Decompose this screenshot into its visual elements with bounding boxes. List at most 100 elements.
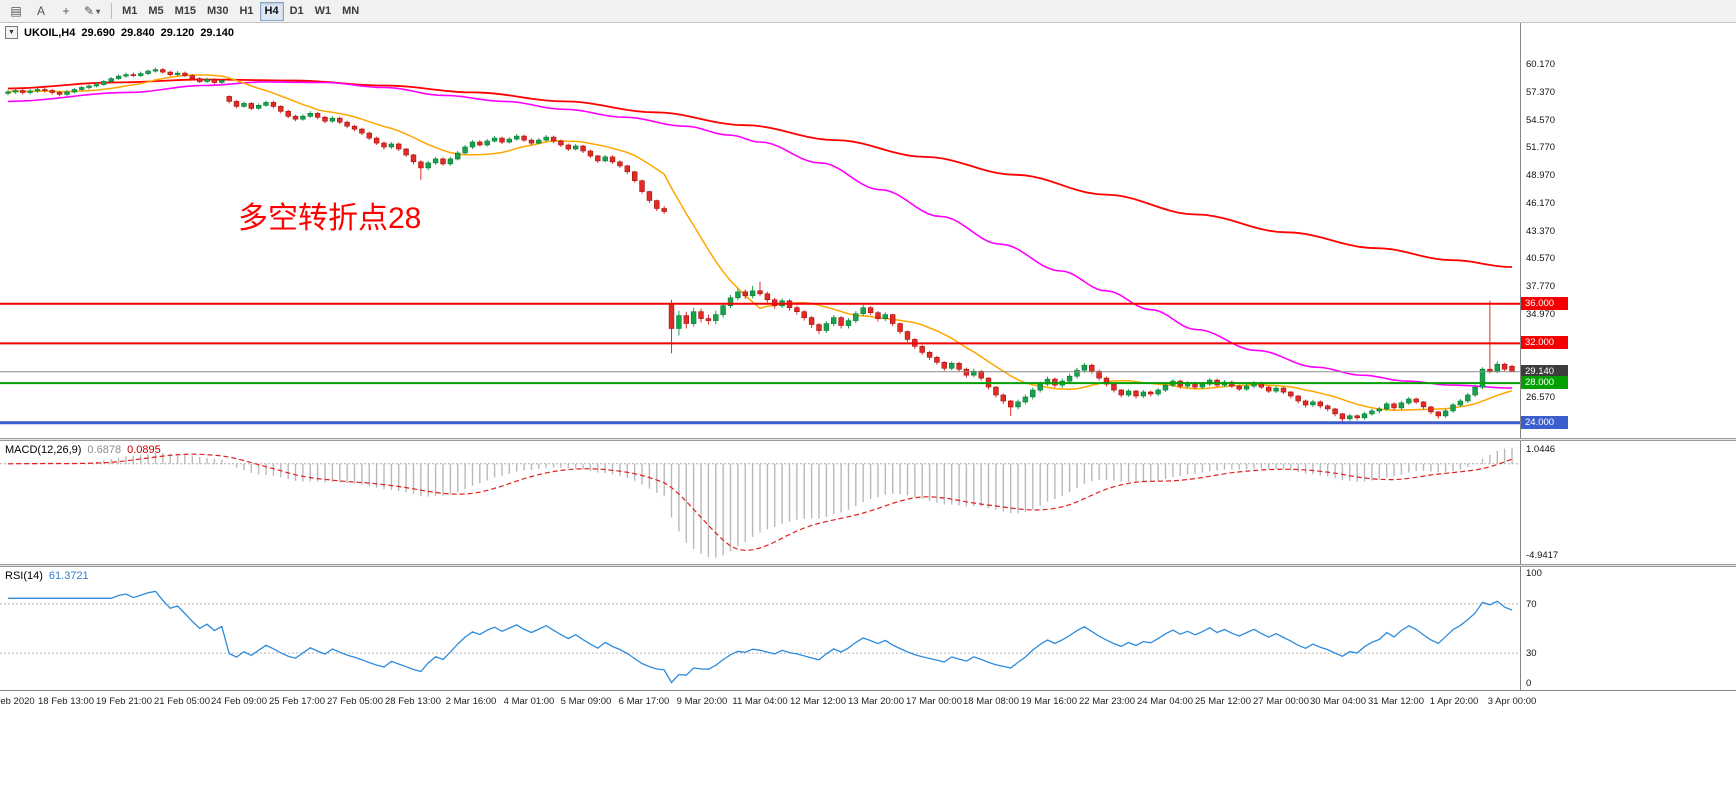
time-axis-label: 19 Mar 16:00 [1021,696,1077,707]
time-axis-label: 12 Mar 12:00 [790,696,846,707]
rsi-line [8,590,1513,684]
panel-splitter-macd[interactable] [0,438,1736,441]
text-annotation-tool[interactable]: A [29,2,53,21]
time-axis-label: 24 Mar 04:00 [1137,696,1193,707]
rsi-value: 61.3721 [48,570,89,582]
time-axis-label: 27 Feb 05:00 [327,696,383,707]
ohlc-low: 29.120 [160,26,195,39]
price-tick: 26.570 [1526,392,1556,403]
chart-window-icon[interactable]: ▤ [4,2,28,21]
timeframe-button-H4[interactable]: H4 [259,1,284,21]
time-axis-label: 9 Mar 20:00 [676,696,728,707]
price-tick: 60.170 [1526,59,1556,70]
rsi-axis-tick: 0 [1526,678,1532,689]
draw-tools-dropdown: ✎ [84,4,95,18]
timeframe-toolbar: M1 M5 M15 M30 H1 H4 D1 W1 MN [117,1,365,21]
timeframe-button-M15[interactable]: M15 [170,2,201,21]
macd-canvas[interactable] [0,441,1520,564]
price-tag-29.140: 29.140 [1521,365,1568,378]
time-axis-label: 30 Mar 04:00 [1310,696,1366,707]
price-tick: 51.770 [1526,142,1556,153]
ma-slow-line [7,78,1513,268]
ma-fast-line [7,74,1513,412]
price-tick: 34.970 [1526,309,1556,320]
price-axis[interactable]: 60.170 57.370 54.570 51.770 48.970 46.170 43.3… [1520,23,1736,438]
time-axis-label: 18 Mar 08:00 [963,696,1019,707]
toolbar: ▤ A + ✎ ▾ M1 M5 M15 M30 H1 H4 D1 W1 MN [0,0,1736,23]
price-tick: 40.570 [1526,253,1556,264]
price-tick: 46.170 [1526,198,1556,209]
price-tag-28.000: 28.000 [1521,376,1568,389]
macd-panel[interactable]: MACD(12,26,9) 0.6878 0.0895 [0,441,1520,564]
toolbar-tools: ▤ A + ✎ ▾ [4,2,106,21]
timeframe-button-MN[interactable]: MN [337,2,364,21]
timeframe-button-W1[interactable]: W1 [310,2,337,21]
crosshair-tool[interactable]: + [54,2,78,21]
rsi-axis-tick: 30 [1526,648,1537,659]
rsi-canvas[interactable] [0,567,1520,690]
candlestick-series [5,67,1515,422]
rsi-panel[interactable]: RSI(14) 61.3721 [0,567,1520,690]
price-tag-32.000: 32.000 [1521,336,1568,349]
timeframe-button-M5[interactable]: M5 [143,2,168,21]
timeframe-button-D1[interactable]: D1 [285,2,309,21]
macd-axis-min: -4.9417 [1526,550,1559,561]
time-axis-label: 24 Feb 09:00 [211,696,267,707]
time-axis-label: 25 Feb 17:00 [269,696,325,707]
price-tick: 54.570 [1526,115,1556,126]
time-axis-label: 19 Feb 21:00 [96,696,152,707]
time-axis-label: 27 Mar 00:00 [1253,696,1309,707]
price-tick: 37.770 [1526,281,1556,292]
panel-splitter-rsi[interactable] [0,564,1736,567]
price-tag-24.000: 24.000 [1521,416,1568,429]
time-axis-label: 2 Mar 16:00 [445,696,497,707]
timeframe-button-M1[interactable]: M1 [117,2,142,21]
time-axis-label: 25 Mar 12:00 [1195,696,1251,707]
time-axis-label: 1 Apr 20:00 [1429,696,1479,707]
time-axis-label: 13 Mar 20:00 [848,696,904,707]
time-axis-label: 6 Mar 17:00 [618,696,670,707]
time-axis-label: 22 Mar 23:00 [1079,696,1135,707]
macd-histogram [14,447,1513,558]
main-chart-canvas[interactable] [0,23,1520,438]
time-axis-label: 17 Mar 00:00 [906,696,962,707]
chart-title: ▼ UKOIL,H4 29.690 29.840 29.120 29.140 [5,26,234,39]
ohlc-open: 29.690 [81,26,115,39]
toolbar-separator [111,3,113,19]
time-axis-label: 3 Apr 00:00 [1487,696,1537,707]
price-tick: 43.370 [1526,226,1556,237]
time-axis-label: 17 Feb 2020 [0,696,35,707]
macd-axis-max: 1.0446 [1526,444,1556,455]
macd-label: MACD(12,26,9) 0.6878 0.0895 [5,444,161,456]
timeframe-button-H1[interactable]: H1 [234,2,258,21]
time-axis-label: 4 Mar 01:00 [503,696,555,707]
macd-value-signal: 0.0895 [127,444,161,456]
ma-mid-line [7,81,1513,389]
time-axis-label: 11 Mar 04:00 [732,696,788,707]
symbol-dropdown-icon[interactable]: ▼ [5,26,18,39]
time-axis-label: 21 Feb 05:00 [154,696,210,707]
macd-value-main: 0.6878 [87,444,122,456]
dropdown-caret-icon: ▾ [96,6,101,16]
macd-signal-line [7,453,1513,552]
time-axis-label: 5 Mar 09:00 [560,696,612,707]
ohlc-high: 29.840 [121,26,155,39]
time-axis-label: 18 Feb 13:00 [38,696,94,707]
price-tick: 57.370 [1526,87,1556,98]
macd-axis[interactable]: 1.0446 -4.9417 [1520,441,1736,564]
rsi-name: RSI(14) [5,570,43,582]
timeframe-button-M30[interactable]: M30 [202,2,233,21]
price-tick: 48.970 [1526,170,1556,181]
text-annotation-tool: A [36,4,45,18]
rsi-axis[interactable]: 100 70 30 0 [1520,567,1736,690]
rsi-axis-tick: 100 [1526,568,1542,579]
symbol-timeframe-label: UKOIL,H4 [24,26,76,39]
chart-annotation-text[interactable]: 多空转折点28 [238,202,422,235]
main-chart-panel[interactable]: ▼ UKOIL,H4 29.690 29.840 29.120 29.140 多… [0,23,1520,438]
time-axis-label: 31 Mar 12:00 [1368,696,1424,707]
chart-window-icon: ▤ [10,4,22,18]
price-tag-36.000: 36.000 [1521,297,1568,310]
draw-tools-dropdown[interactable]: ✎ ▾ [79,2,105,21]
